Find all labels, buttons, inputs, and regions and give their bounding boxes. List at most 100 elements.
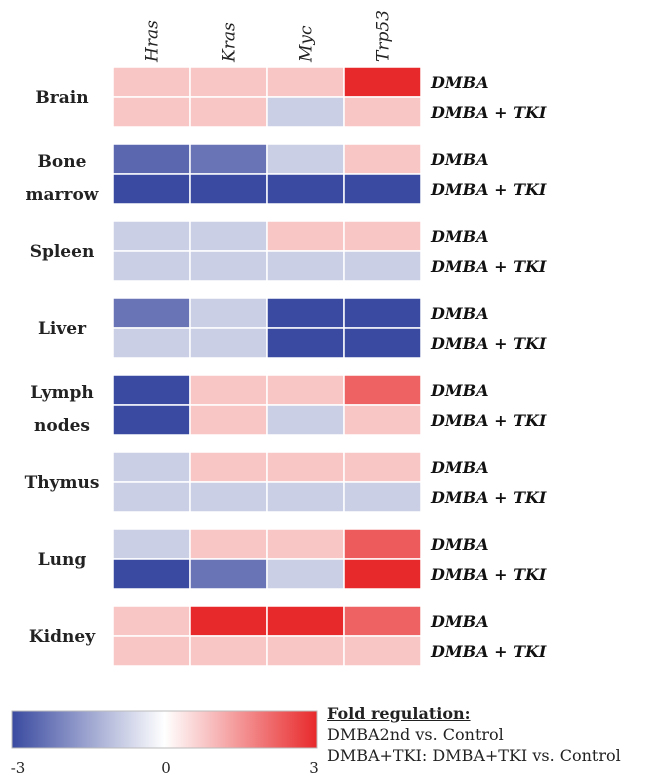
heatmap-cell <box>189 327 268 359</box>
heatmap-cell <box>266 404 345 436</box>
heatmap-cell <box>266 173 345 205</box>
heatmap-cell <box>189 297 268 329</box>
tissue-label: Kidney <box>29 627 96 647</box>
heatmap-cell <box>189 96 268 128</box>
heatmap-cell <box>112 558 191 590</box>
gene-header-trp53: Trp53 <box>374 10 394 62</box>
heatmap-cell <box>112 250 191 282</box>
condition-label: DMBA <box>430 227 489 246</box>
heatmap-cell <box>112 528 191 560</box>
condition-label: DMBA <box>430 381 489 400</box>
heatmap-cell <box>343 327 422 359</box>
heatmap-cell <box>266 66 345 98</box>
heatmap-cell <box>343 297 422 329</box>
heatmap-cell <box>343 66 422 98</box>
heatmap-cell <box>266 558 345 590</box>
heatmap-cell <box>343 143 422 175</box>
heatmap-cell <box>266 327 345 359</box>
condition-label: DMBA + TKI <box>430 103 547 122</box>
heatmap-cell <box>112 481 191 513</box>
heatmap-cell <box>112 143 191 175</box>
heatmap-cell <box>189 605 268 637</box>
heatmap-cell <box>266 96 345 128</box>
heatmap-cell <box>112 297 191 329</box>
heatmap-cell <box>343 528 422 560</box>
legend-title: Fold regulation: <box>327 704 471 723</box>
condition-label: DMBA <box>430 612 489 631</box>
tissue-label: Thymus <box>25 473 100 493</box>
condition-label: DMBA + TKI <box>430 488 547 507</box>
heatmap-cell <box>266 250 345 282</box>
heatmap-cell <box>343 404 422 436</box>
heatmap-cell <box>189 173 268 205</box>
heatmap-cell <box>343 605 422 637</box>
colorbar-tick-label: -3 <box>11 759 26 777</box>
heatmap-cell <box>343 451 422 483</box>
heatmap-cell <box>343 250 422 282</box>
heatmap-cell <box>343 558 422 590</box>
heatmap-cell <box>189 404 268 436</box>
heatmap-cell <box>189 558 268 590</box>
colorbar <box>11 710 318 749</box>
heatmap-cell <box>189 451 268 483</box>
heatmap-cell <box>189 250 268 282</box>
tissue-label: Lung <box>38 550 87 570</box>
condition-label: DMBA + TKI <box>430 257 547 276</box>
heatmap-cell <box>112 173 191 205</box>
heatmap-cell <box>266 451 345 483</box>
heatmap-cell <box>266 374 345 406</box>
heatmap-cell <box>112 66 191 98</box>
heatmap-cell <box>189 374 268 406</box>
heatmap-cell <box>112 451 191 483</box>
tissue-label: Liver <box>38 319 87 339</box>
heatmap-cell <box>189 528 268 560</box>
tissue-label: nodes <box>34 416 90 436</box>
condition-label: DMBA <box>430 458 489 477</box>
tissue-label: marrow <box>26 185 99 205</box>
tissue-label: Bone <box>38 152 87 172</box>
heatmap-cell <box>112 220 191 252</box>
heatmap-cell <box>343 481 422 513</box>
heatmap-cell <box>112 605 191 637</box>
tissue-label: Brain <box>35 88 88 108</box>
condition-label: DMBA + TKI <box>430 411 547 430</box>
heatmap-cell <box>343 173 422 205</box>
condition-label: DMBA + TKI <box>430 642 547 661</box>
heatmap-cell <box>266 220 345 252</box>
condition-label: DMBA <box>430 150 489 169</box>
heatmap-cell <box>112 327 191 359</box>
heatmap-cell <box>266 528 345 560</box>
heatmap-cell <box>266 297 345 329</box>
gene-header-hras: Hras <box>143 20 163 63</box>
heatmap-cell <box>112 635 191 667</box>
colorbar-tick-label: 3 <box>309 759 319 777</box>
heatmap-cell <box>112 96 191 128</box>
legend-text: Fold regulation: DMBA2nd vs. Control DMB… <box>327 703 621 766</box>
condition-label: DMBA <box>430 304 489 323</box>
condition-label: DMBA <box>430 535 489 554</box>
heatmap-cell <box>343 220 422 252</box>
colorbar-tick-label: 0 <box>161 759 171 777</box>
heatmap-cell <box>112 404 191 436</box>
condition-label: DMBA + TKI <box>430 565 547 584</box>
heatmap-cell <box>112 374 191 406</box>
heatmap-cell <box>266 635 345 667</box>
heatmap-cell <box>189 481 268 513</box>
heatmap-cell <box>189 66 268 98</box>
gene-header-myc: Myc <box>297 25 317 63</box>
legend-line-2: DMBA+TKI: DMBA+TKI vs. Control <box>327 746 621 765</box>
heatmap-cell <box>266 605 345 637</box>
heatmap-cell <box>343 96 422 128</box>
condition-label: DMBA + TKI <box>430 334 547 353</box>
heatmap-cell <box>266 143 345 175</box>
tissue-label: Spleen <box>30 242 95 262</box>
tissue-label: Lymph <box>30 383 93 403</box>
gene-header-kras: Kras <box>220 22 240 63</box>
heatmap-cell <box>189 220 268 252</box>
heatmap-cell <box>343 635 422 667</box>
heatmap-cell <box>266 481 345 513</box>
heatmap-cell <box>189 635 268 667</box>
legend-line-1: DMBA2nd vs. Control <box>327 725 504 744</box>
heatmap-cell <box>189 143 268 175</box>
